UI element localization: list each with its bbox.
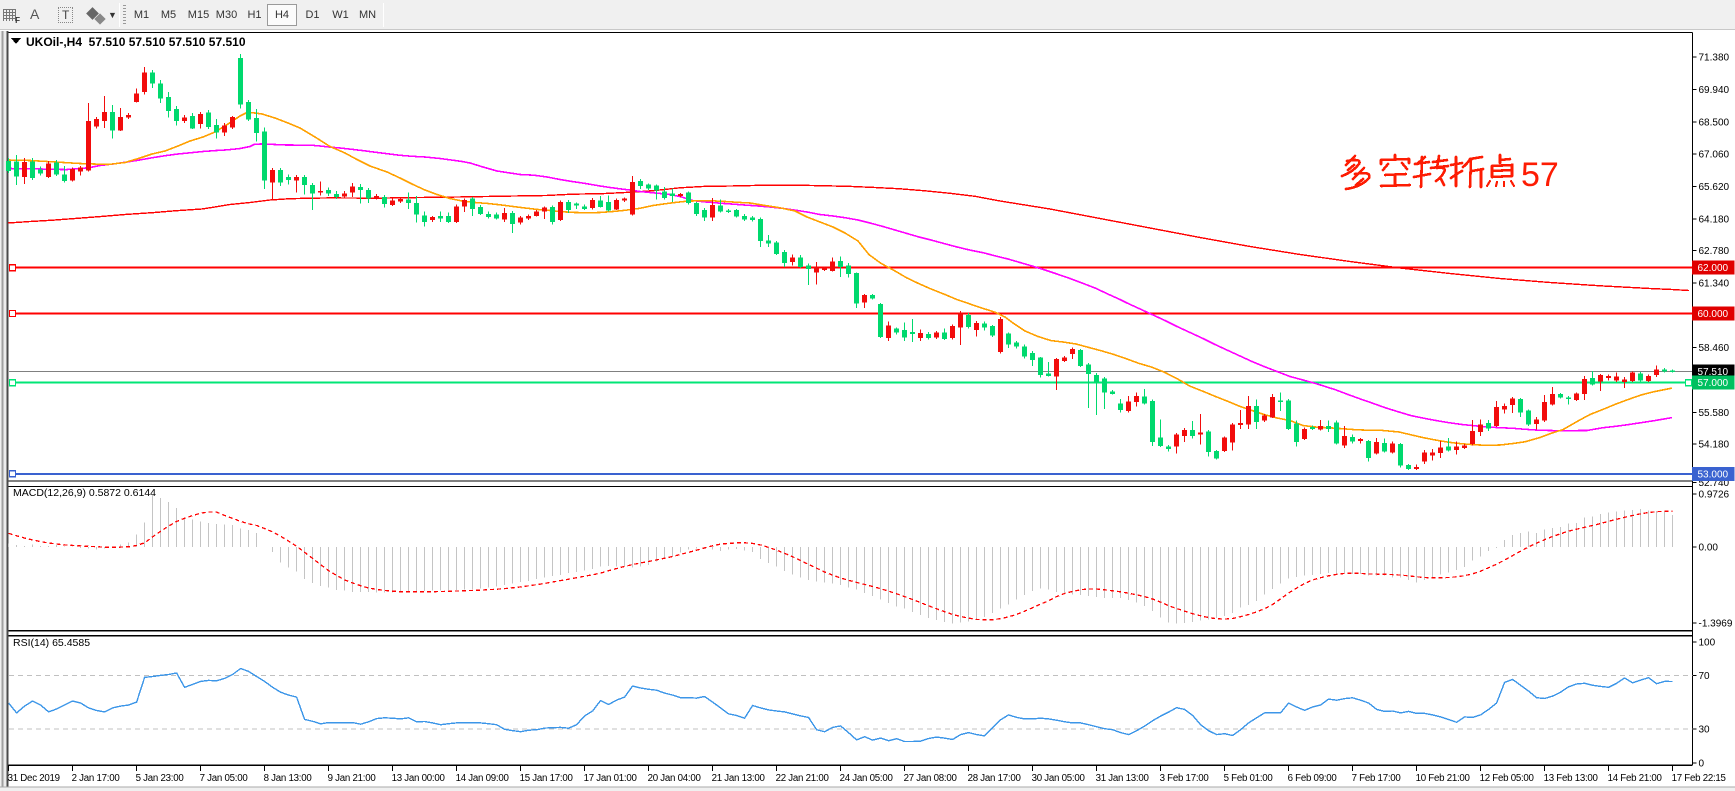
svg-text:55.580: 55.580 [1699, 408, 1730, 419]
svg-text:13 Jan 00:00: 13 Jan 00:00 [392, 773, 446, 784]
svg-text:10 Feb 21:00: 10 Feb 21:00 [1416, 773, 1471, 784]
svg-text:31 Jan 13:00: 31 Jan 13:00 [1096, 773, 1150, 784]
svg-text:5 Jan 23:00: 5 Jan 23:00 [136, 773, 185, 784]
svg-text:21 Jan 13:00: 21 Jan 13:00 [712, 773, 766, 784]
svg-text:57.510: 57.510 [1698, 367, 1729, 378]
svg-text:17 Feb 22:15: 17 Feb 22:15 [1672, 773, 1726, 784]
svg-text:8 Jan 13:00: 8 Jan 13:00 [264, 773, 313, 784]
svg-text:14 Jan 09:00: 14 Jan 09:00 [456, 773, 510, 784]
svg-text:58.460: 58.460 [1699, 343, 1730, 354]
svg-text:15 Jan 17:00: 15 Jan 17:00 [520, 773, 574, 784]
svg-text:68.500: 68.500 [1699, 117, 1730, 128]
svg-text:69.940: 69.940 [1699, 85, 1730, 96]
svg-text:20 Jan 04:00: 20 Jan 04:00 [648, 773, 702, 784]
svg-text:27 Jan 08:00: 27 Jan 08:00 [904, 773, 958, 784]
svg-text:0: 0 [1699, 758, 1705, 769]
svg-text:31 Dec 2019: 31 Dec 2019 [8, 773, 60, 784]
svg-text:24 Jan 05:00: 24 Jan 05:00 [840, 773, 894, 784]
svg-text:70: 70 [1699, 671, 1711, 682]
svg-text:5 Feb 01:00: 5 Feb 01:00 [1224, 773, 1274, 784]
svg-text:3 Feb 17:00: 3 Feb 17:00 [1160, 773, 1210, 784]
svg-text:65.620: 65.620 [1699, 182, 1730, 193]
svg-text:52.740: 52.740 [1699, 478, 1730, 489]
svg-text:MACD(12,26,9) 0.5872 0.6144: MACD(12,26,9) 0.5872 0.6144 [13, 487, 156, 499]
svg-text:30: 30 [1699, 724, 1711, 735]
svg-text:UKOil-,H4 57.510 57.510 57.51: UKOil-,H4 57.510 57.510 57.510 57.510 [26, 35, 246, 49]
svg-text:61.340: 61.340 [1699, 278, 1730, 289]
svg-text:60.000: 60.000 [1698, 309, 1729, 320]
svg-text:67.060: 67.060 [1699, 150, 1730, 161]
svg-text:100: 100 [1699, 637, 1716, 648]
svg-text:6 Feb 09:00: 6 Feb 09:00 [1288, 773, 1338, 784]
svg-text:53.000: 53.000 [1698, 469, 1729, 480]
svg-text:-1.3969: -1.3969 [1699, 619, 1733, 630]
svg-text:9 Jan 21:00: 9 Jan 21:00 [328, 773, 377, 784]
svg-text:71.380: 71.380 [1699, 53, 1730, 64]
svg-text:57: 57 [1521, 156, 1559, 194]
svg-text:12 Feb 05:00: 12 Feb 05:00 [1480, 773, 1535, 784]
svg-text:54.180: 54.180 [1699, 440, 1730, 451]
svg-text:RSI(14) 65.4585: RSI(14) 65.4585 [13, 637, 90, 649]
svg-text:7 Jan 05:00: 7 Jan 05:00 [200, 773, 249, 784]
svg-text:62.000: 62.000 [1698, 263, 1729, 274]
svg-text:22 Jan 21:00: 22 Jan 21:00 [776, 773, 830, 784]
svg-text:14 Feb 21:00: 14 Feb 21:00 [1608, 773, 1663, 784]
svg-text:62.780: 62.780 [1699, 246, 1730, 257]
svg-text:57.000: 57.000 [1698, 378, 1729, 389]
svg-text:13 Feb 13:00: 13 Feb 13:00 [1544, 773, 1599, 784]
svg-text:64.180: 64.180 [1699, 215, 1730, 226]
svg-text:28 Jan 17:00: 28 Jan 17:00 [968, 773, 1022, 784]
svg-text:7 Feb 17:00: 7 Feb 17:00 [1352, 773, 1402, 784]
svg-text:2 Jan 17:00: 2 Jan 17:00 [72, 773, 121, 784]
svg-text:30 Jan 05:00: 30 Jan 05:00 [1032, 773, 1086, 784]
svg-text:0.9726: 0.9726 [1699, 490, 1730, 501]
svg-text:17 Jan 01:00: 17 Jan 01:00 [584, 773, 638, 784]
svg-text:0.00: 0.00 [1699, 543, 1719, 554]
